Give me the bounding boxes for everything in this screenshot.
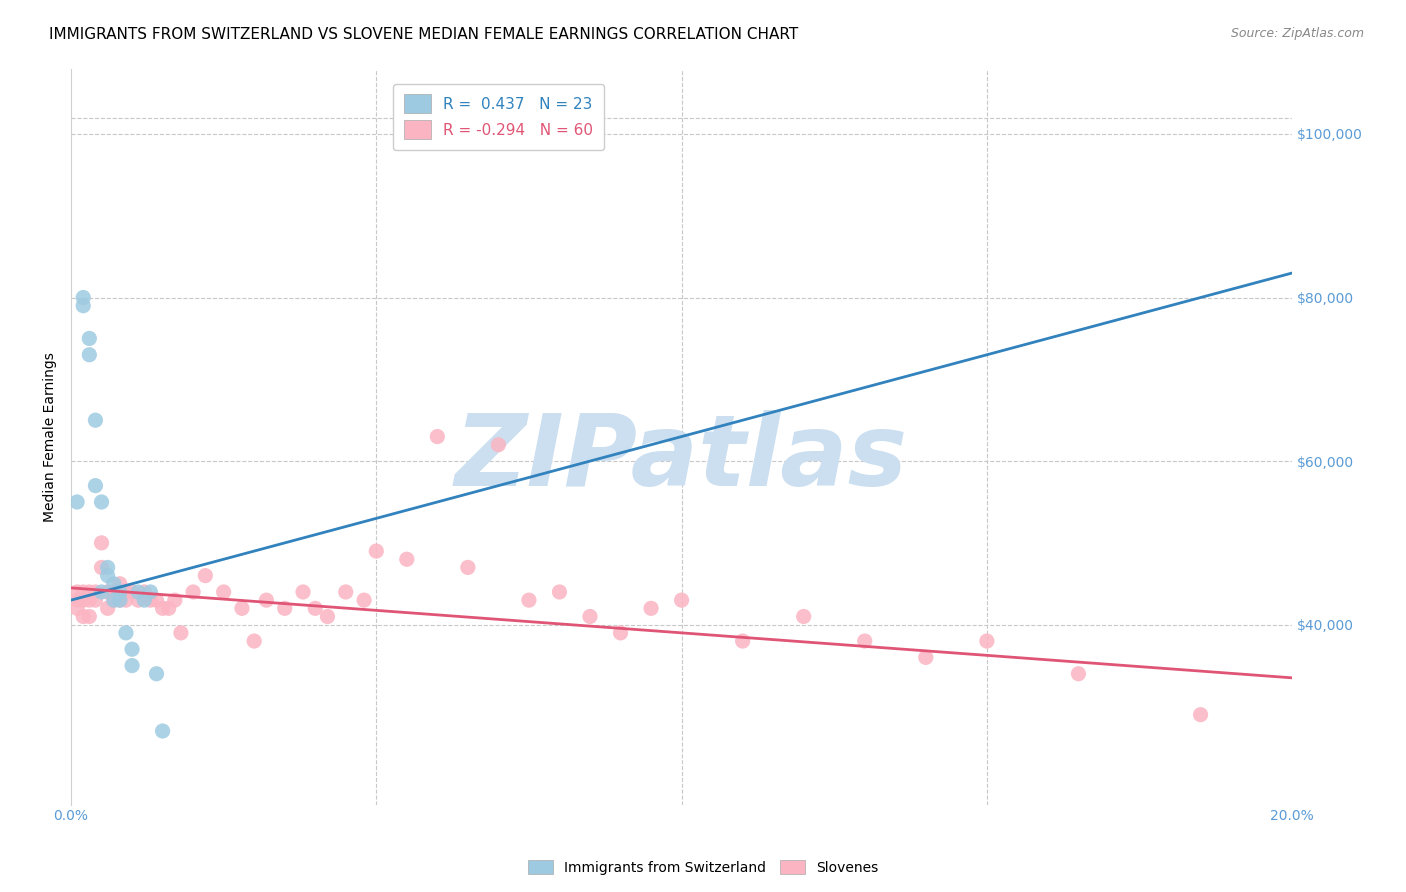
Point: [163, 593, 186, 607]
Point: [84, 593, 107, 607]
Point: [273, 601, 295, 615]
Point: [115, 625, 138, 640]
Point: [90, 495, 112, 509]
Point: [548, 585, 571, 599]
Point: [90, 560, 112, 574]
Point: [335, 585, 357, 599]
Point: [609, 625, 631, 640]
Text: ZIPatlas: ZIPatlas: [456, 410, 908, 508]
Point: [121, 658, 143, 673]
Point: [72, 291, 94, 305]
Point: [90, 585, 112, 599]
Point: [72, 593, 94, 607]
Point: [103, 576, 125, 591]
Point: [212, 585, 235, 599]
Point: [145, 666, 167, 681]
Point: [127, 585, 149, 599]
Point: [108, 585, 131, 599]
Point: [671, 593, 693, 607]
Legend: Immigrants from Switzerland, Slovenes: Immigrants from Switzerland, Slovenes: [522, 855, 884, 880]
Point: [292, 585, 315, 599]
Point: [366, 544, 388, 558]
Point: [84, 478, 107, 492]
Point: [152, 601, 174, 615]
Legend: R =  0.437   N = 23, R = -0.294   N = 60: R = 0.437 N = 23, R = -0.294 N = 60: [392, 84, 605, 150]
Point: [84, 413, 107, 427]
Point: [66, 601, 89, 615]
Point: [79, 585, 101, 599]
Point: [66, 585, 89, 599]
Point: [793, 609, 815, 624]
Y-axis label: Median Female Earnings: Median Female Earnings: [44, 351, 58, 522]
Text: IMMIGRANTS FROM SWITZERLAND VS SLOVENE MEDIAN FEMALE EARNINGS CORRELATION CHART: IMMIGRANTS FROM SWITZERLAND VS SLOVENE M…: [49, 27, 799, 42]
Point: [152, 724, 174, 739]
Point: [254, 593, 277, 607]
Point: [115, 585, 138, 599]
Point: [97, 560, 120, 574]
Point: [79, 331, 101, 345]
Point: [139, 585, 162, 599]
Point: [1189, 707, 1212, 722]
Point: [139, 593, 162, 607]
Point: [395, 552, 418, 566]
Point: [127, 593, 149, 607]
Point: [976, 634, 998, 648]
Point: [640, 601, 662, 615]
Point: [731, 634, 754, 648]
Point: [353, 593, 375, 607]
Point: [486, 438, 509, 452]
Point: [121, 642, 143, 657]
Point: [579, 609, 602, 624]
Point: [157, 601, 180, 615]
Point: [134, 585, 156, 599]
Point: [72, 609, 94, 624]
Point: [72, 299, 94, 313]
Point: [97, 585, 120, 599]
Point: [170, 625, 193, 640]
Point: [108, 593, 131, 607]
Text: Source: ZipAtlas.com: Source: ZipAtlas.com: [1230, 27, 1364, 40]
Point: [97, 601, 120, 615]
Point: [103, 593, 125, 607]
Point: [108, 593, 131, 607]
Point: [517, 593, 540, 607]
Point: [103, 585, 125, 599]
Point: [103, 593, 125, 607]
Point: [79, 348, 101, 362]
Point: [79, 609, 101, 624]
Point: [115, 593, 138, 607]
Point: [145, 593, 167, 607]
Point: [914, 650, 936, 665]
Point: [97, 568, 120, 582]
Point: [231, 601, 253, 615]
Point: [66, 495, 89, 509]
Point: [853, 634, 876, 648]
Point: [181, 585, 204, 599]
Point: [79, 593, 101, 607]
Point: [84, 585, 107, 599]
Point: [108, 576, 131, 591]
Point: [121, 585, 143, 599]
Point: [1067, 666, 1090, 681]
Point: [426, 429, 449, 443]
Point: [66, 593, 89, 607]
Point: [90, 536, 112, 550]
Point: [304, 601, 326, 615]
Point: [72, 585, 94, 599]
Point: [194, 568, 217, 582]
Point: [457, 560, 479, 574]
Point: [243, 634, 266, 648]
Point: [134, 593, 156, 607]
Point: [316, 609, 339, 624]
